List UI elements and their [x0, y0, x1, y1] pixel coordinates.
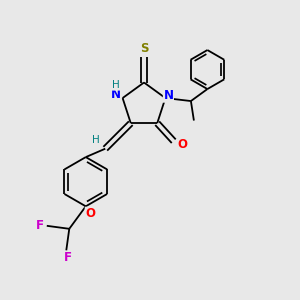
Text: F: F — [36, 219, 44, 232]
Text: O: O — [85, 207, 95, 220]
Text: H: H — [112, 80, 120, 89]
Text: N: N — [111, 88, 121, 101]
Text: N: N — [164, 89, 173, 102]
Text: O: O — [178, 138, 188, 151]
Text: S: S — [140, 42, 148, 55]
Text: H: H — [92, 135, 100, 145]
Text: F: F — [64, 251, 72, 264]
